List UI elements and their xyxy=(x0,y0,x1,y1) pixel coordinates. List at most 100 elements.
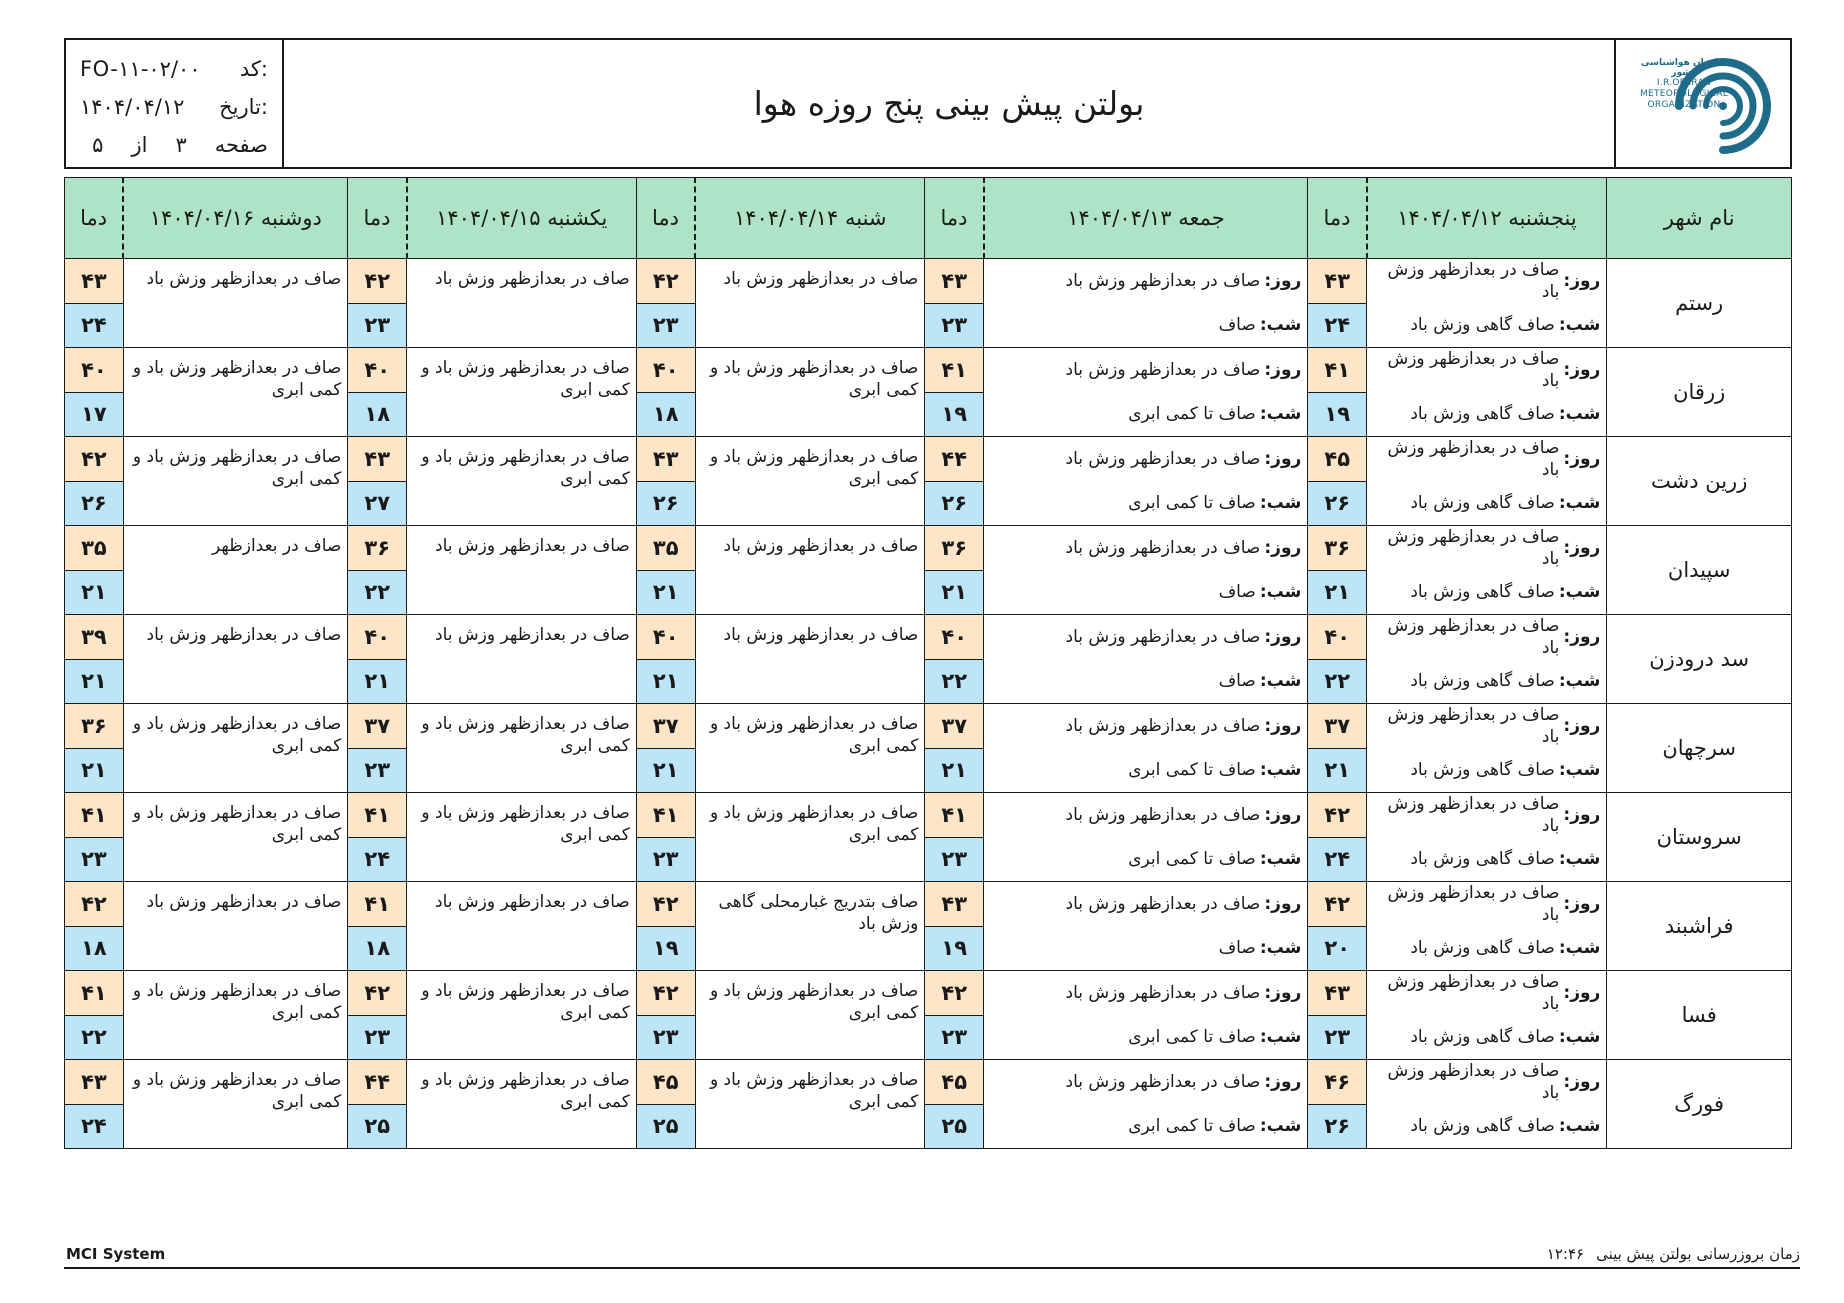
max-temp: ۳۶ xyxy=(1307,525,1368,571)
day-text: صاف در بعدازظهر وزش باد xyxy=(1065,538,1261,558)
day-text: صاف در بعدازظهر وزش باد xyxy=(1065,271,1261,291)
min-temp: ۱۹ xyxy=(924,925,985,971)
night-label: شب: xyxy=(1259,760,1302,780)
min-temp: ۲۲ xyxy=(64,1014,124,1060)
max-temp: ۴۵ xyxy=(635,1059,696,1105)
night-text: صاف گاهی وزش باد xyxy=(1410,1027,1555,1047)
day-text: صاف در بعدازظهر وزش باد xyxy=(1065,627,1261,647)
day-text: صاف در بعدازظهر وزش باد xyxy=(1065,805,1261,825)
day-forecast: روز: صاف در بعدازظهر وزش باد xyxy=(1373,526,1600,570)
night-text: صاف گاهی وزش باد xyxy=(1410,938,1555,958)
table-row-min: ۲۶ ۲۵ ۲۵ ۲۵ ۲۴ xyxy=(64,1103,1792,1149)
forecast-text: صاف در بعدازظهر وزش باد و کمی ابری xyxy=(421,358,630,400)
day-label: روز: xyxy=(1264,538,1302,558)
min-temp: ۲۵ xyxy=(924,1103,985,1149)
forecast-text: صاف در بعدازظهر وزش باد و کمی ابری xyxy=(709,981,919,1023)
max-temp: ۴۱ xyxy=(64,970,124,1016)
day-forecast: روز: صاف در بعدازظهر وزش باد xyxy=(990,971,1302,1015)
min-temp: ۲۶ xyxy=(1307,1103,1368,1149)
min-temp: ۲۳ xyxy=(635,836,696,882)
day-label: روز: xyxy=(1264,271,1302,291)
max-temp: ۳۵ xyxy=(64,525,124,571)
forecast-text: صاف در بعدازظهر وزش باد xyxy=(723,269,919,289)
night-text: صاف xyxy=(1218,671,1256,691)
temp-header: دما xyxy=(924,177,985,259)
night-label: شب: xyxy=(1558,1027,1601,1047)
table-row-min: ۲۶ ۲۶ ۲۶ ۲۷ ۲۶ xyxy=(64,480,1792,526)
day-label: روز: xyxy=(1563,360,1601,380)
max-temp: ۴۲ xyxy=(924,970,985,1016)
day-label: روز: xyxy=(1563,1072,1601,1092)
day-text: صاف در بعدازظهر وزش باد xyxy=(1065,449,1261,469)
min-temp: ۲۰ xyxy=(1307,925,1368,971)
min-temp: ۲۳ xyxy=(635,302,696,348)
max-temp: ۴۱ xyxy=(924,792,985,838)
min-temp: ۲۱ xyxy=(924,569,985,615)
forecast-description: روز: صاف در بعدازظهر وزش باد شب: صاف گاهی و… xyxy=(1366,703,1608,793)
city-name: زرین دشت xyxy=(1606,436,1792,526)
forecast-text: صاف در بعدازظهر xyxy=(211,536,342,556)
min-temp: ۲۳ xyxy=(347,1014,408,1060)
max-temp: ۴۰ xyxy=(347,347,408,393)
page-row: صفحه ۳ از ۵ xyxy=(80,126,268,164)
forecast-text: صاف در بعدازظهر وزش باد و کمی ابری xyxy=(421,714,630,756)
forecast-body: رستم روز: صاف در بعدازظهر وزش باد شب: صاف گا… xyxy=(64,258,1792,1149)
forecast-description: روز: صاف در بعدازظهر وزش باد شب: صاف xyxy=(983,614,1309,704)
forecast-text: صاف در بعدازظهر وزش باد xyxy=(146,892,342,912)
max-temp: ۴۳ xyxy=(924,881,985,927)
night-forecast: شب: صاف گاهی وزش باد xyxy=(1373,392,1600,436)
forecast-text: صاف در بعدازظهر وزش باد و کمی ابری xyxy=(421,981,630,1023)
max-temp: ۴۲ xyxy=(635,970,696,1016)
min-temp: ۲۲ xyxy=(924,658,985,704)
day-header-1: پنجشنبه ۱۴۰۴/۰۴/۱۲ xyxy=(1366,177,1608,259)
bulletin-header: FO-۱۱-۰۲/۰۰ کد: ۱۴۰۴/۰۴/۱۲ تاریخ: صفحه ۳… xyxy=(64,38,1792,169)
city-name: فراشبند xyxy=(1606,881,1792,971)
min-temp: ۲۳ xyxy=(924,302,985,348)
night-forecast: شب: صاف گاهی وزش باد xyxy=(1373,1104,1600,1148)
day-label: روز: xyxy=(1264,360,1302,380)
page-of: از xyxy=(131,133,148,157)
forecast-text: صاف بتدریج غبارمحلی گاهی وزش باد xyxy=(718,892,919,934)
logo-en-1: I.R.OF IRAN xyxy=(1656,77,1712,88)
night-forecast: شب: صاف گاهی وزش باد xyxy=(1373,926,1600,970)
forecast-description: صاف در بعدازظهر وزش باد xyxy=(122,614,349,704)
temp-header: دما xyxy=(1307,177,1368,259)
max-temp: ۴۱ xyxy=(924,347,985,393)
max-temp: ۴۰ xyxy=(64,347,124,393)
max-temp: ۴۱ xyxy=(635,792,696,838)
day-forecast: روز: صاف در بعدازظهر وزش باد xyxy=(1373,259,1600,303)
forecast-description: صاف در بعدازظهر وزش باد xyxy=(694,614,926,704)
night-label: شب: xyxy=(1558,404,1601,424)
night-text: صاف xyxy=(1218,315,1256,335)
day-forecast: روز: صاف در بعدازظهر وزش باد xyxy=(990,704,1302,748)
table-row: سروستان روز: صاف در بعدازظهر وزش باد شب: صاف… xyxy=(64,792,1792,882)
min-temp: ۲۵ xyxy=(347,1103,408,1149)
forecast-text: صاف در بعدازظهر وزش باد xyxy=(435,536,630,556)
forecast-description: صاف در بعدازظهر وزش باد و کمی ابری xyxy=(122,1059,349,1149)
day-label: روز: xyxy=(1264,1072,1302,1092)
forecast-description: روز: صاف در بعدازظهر وزش باد شب: صاف xyxy=(983,258,1309,348)
forecast-description: صاف در بعدازظهر وزش باد و کمی ابری xyxy=(122,792,349,882)
forecast-description: روز: صاف در بعدازظهر وزش باد شب: صاف گاهی و… xyxy=(1366,1059,1608,1149)
day-forecast: روز: صاف در بعدازظهر وزش باد xyxy=(990,526,1302,570)
day-label: روز: xyxy=(1563,271,1601,291)
forecast-description: روز: صاف در بعدازظهر وزش باد شب: صاف گاهی و… xyxy=(1366,347,1608,437)
min-temp: ۲۴ xyxy=(347,836,408,882)
day-text: صاف در بعدازظهر وزش باد xyxy=(1387,1061,1560,1103)
max-temp: ۳۹ xyxy=(64,614,124,660)
min-temp: ۲۳ xyxy=(347,747,408,793)
min-temp: ۱۸ xyxy=(64,925,124,971)
forecast-description: روز: صاف در بعدازظهر وزش باد شب: صاف گاهی و… xyxy=(1366,525,1608,615)
night-text: صاف تا کمی ابری xyxy=(1128,1116,1256,1136)
night-forecast: شب: صاف گاهی وزش باد xyxy=(1373,1015,1600,1059)
forecast-description: روز: صاف در بعدازظهر وزش باد شب: صاف گاهی و… xyxy=(1366,436,1608,526)
night-text: صاف xyxy=(1218,938,1256,958)
night-forecast: شب: صاف تا کمی ابری xyxy=(990,748,1301,792)
table-row: سد درودزن روز: صاف در بعدازظهر وزش باد شب: ص… xyxy=(64,614,1792,704)
day-text: صاف در بعدازظهر وزش باد xyxy=(1387,972,1560,1014)
forecast-text: صاف در بعدازظهر وزش باد و کمی ابری xyxy=(132,714,342,756)
table-header-row: نام شهر پنجشنبه ۱۴۰۴/۰۴/۱۲ دما جمعه ۱۴۰۴… xyxy=(64,177,1792,259)
max-temp: ۴۳ xyxy=(64,1059,124,1105)
city-name: فسا xyxy=(1606,970,1792,1060)
night-forecast: شب: صاف xyxy=(990,303,1302,347)
